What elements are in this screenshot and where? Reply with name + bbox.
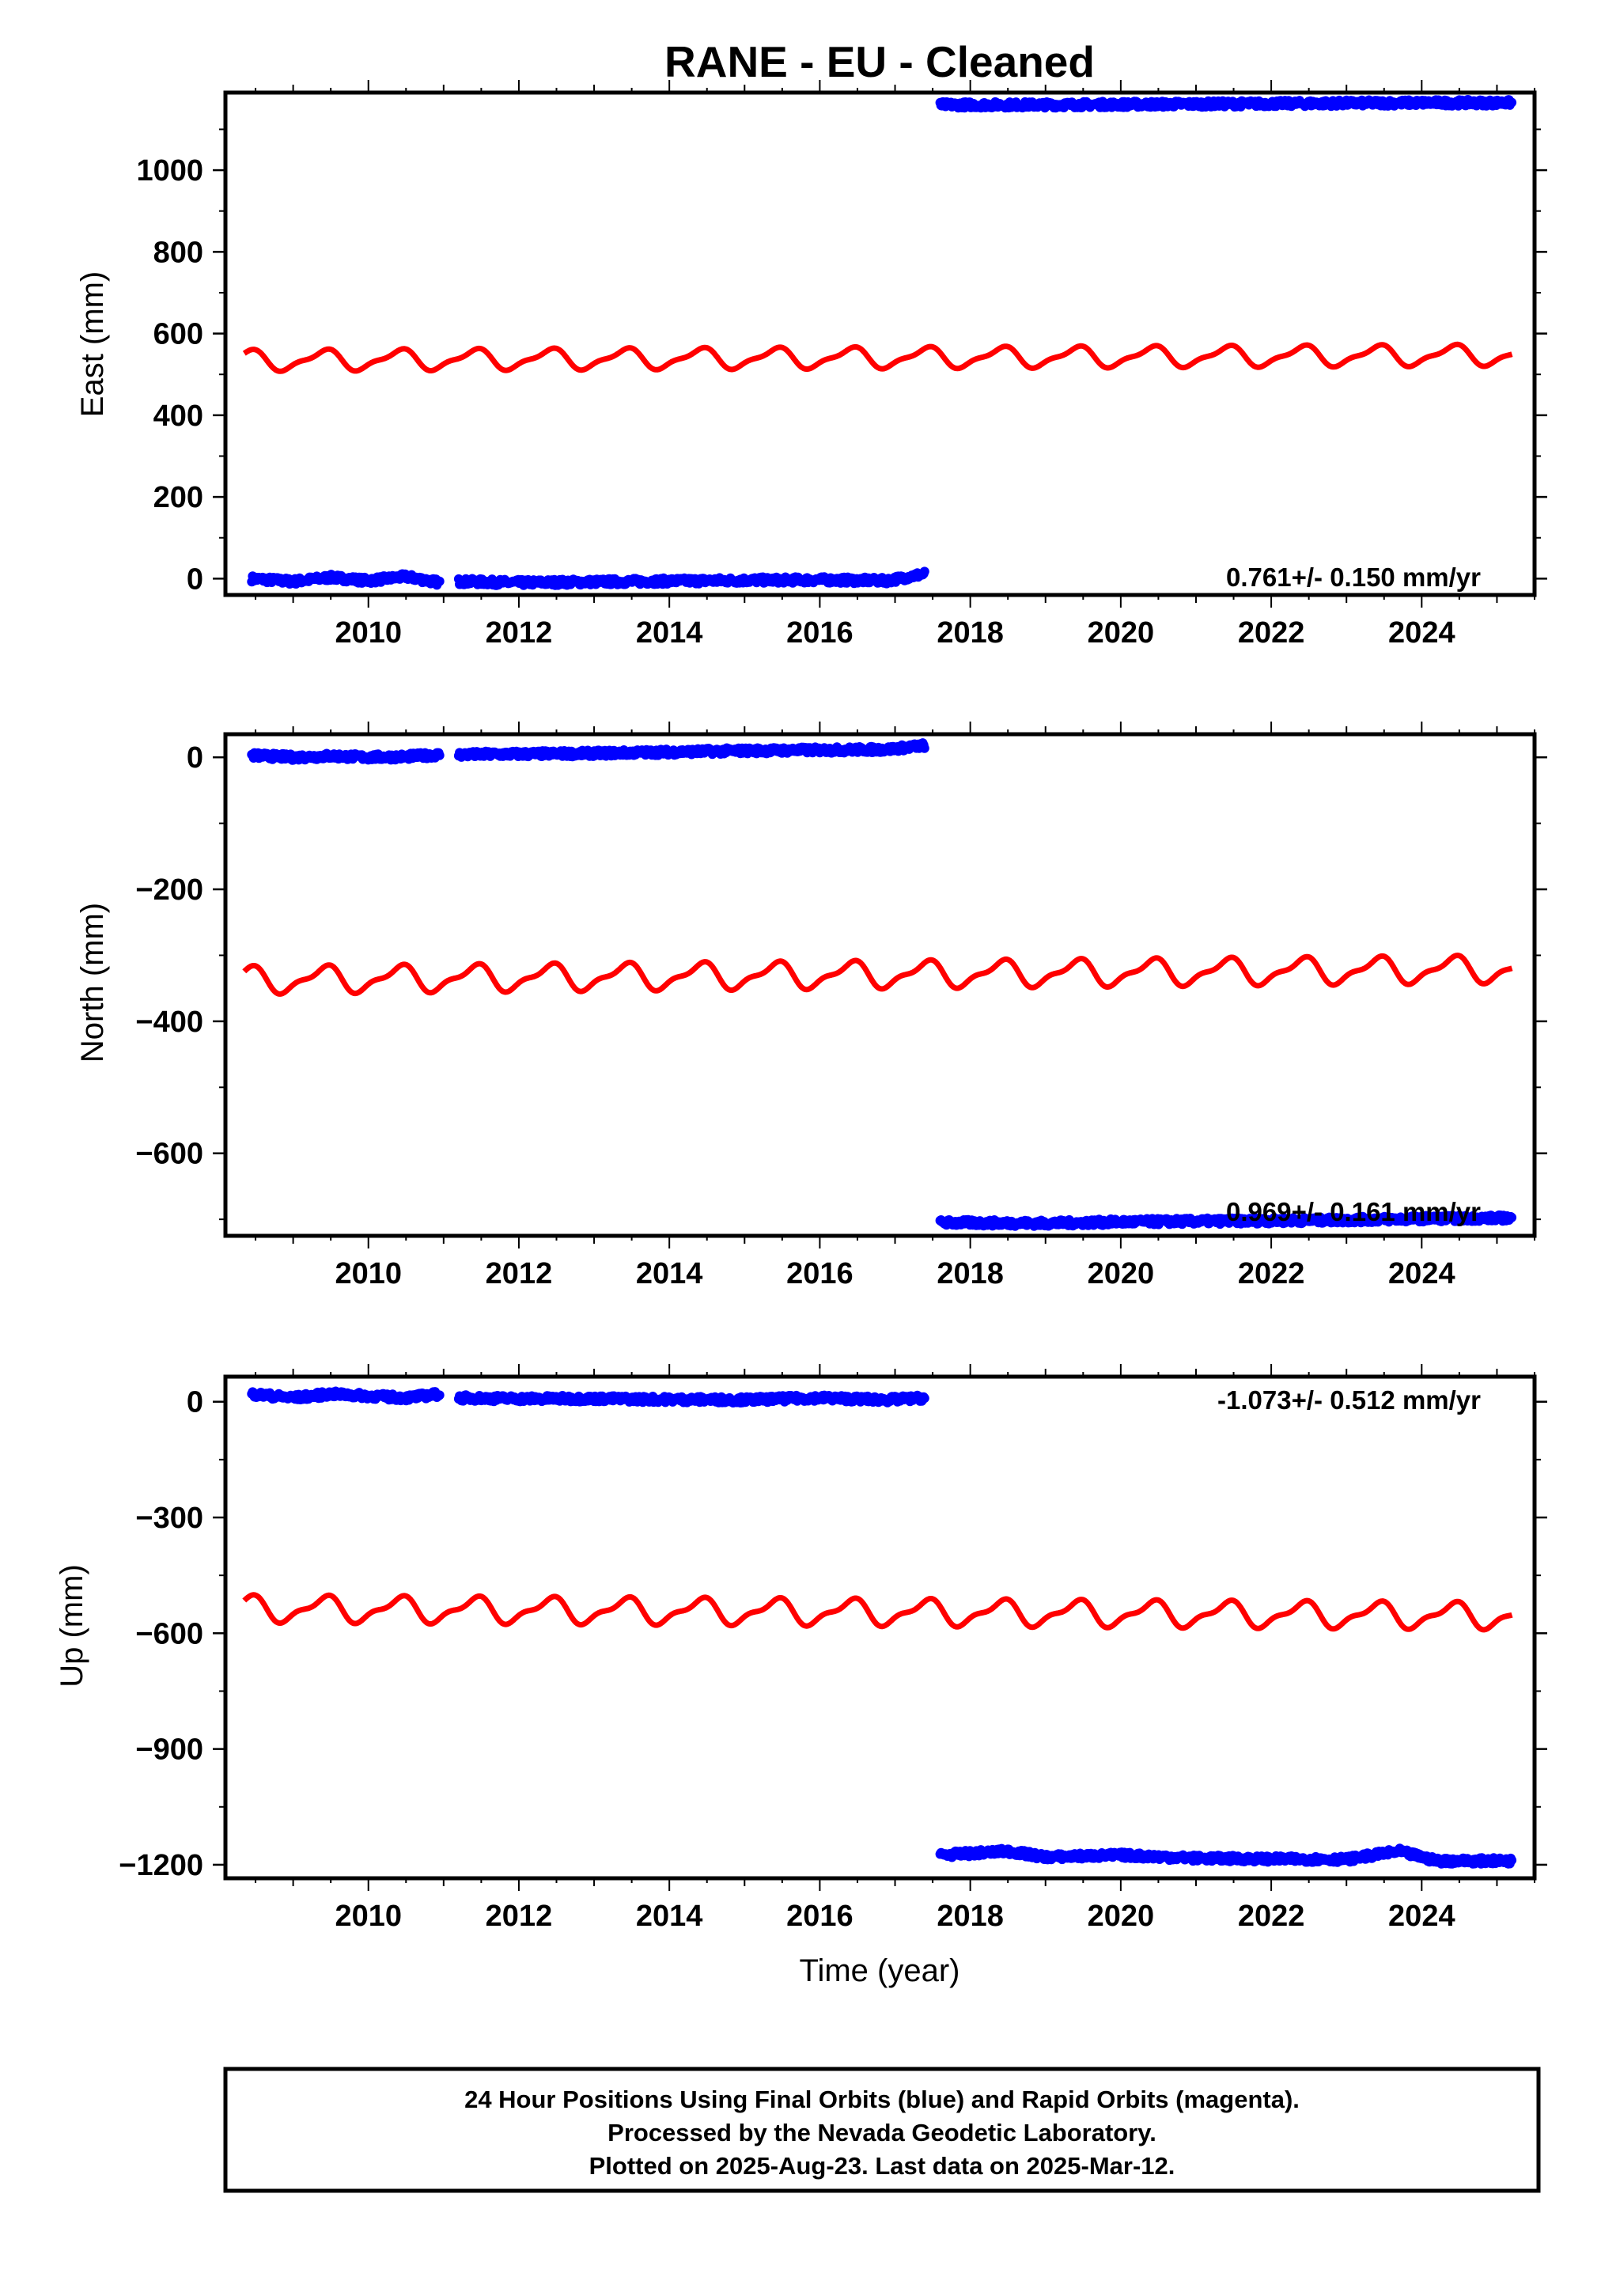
east-x-tick-label: 2012 — [486, 616, 553, 650]
footer-line-1: 24 Hour Positions Using Final Orbits (bl… — [464, 2086, 1300, 2113]
east-x-tick-label: 2020 — [1088, 616, 1155, 650]
east-x-tick-label: 2010 — [335, 616, 402, 650]
up-x-tick-label: 2024 — [1388, 1900, 1455, 1933]
up-x-tick-label: 2020 — [1088, 1900, 1155, 1933]
east-panel: 2010 2012 2014 2016 2018 2020 2022 2024 0 200 400 6… — [75, 80, 1547, 650]
up-x-tick-label: 2018 — [937, 1900, 1004, 1933]
east-x-tick-label: 2016 — [786, 616, 853, 650]
east-y-tick-label: 400 — [153, 400, 203, 433]
up-x-tick-label: 2012 — [486, 1900, 553, 1933]
north-data-point — [434, 750, 445, 760]
up-x-tick-label: 2016 — [786, 1900, 853, 1933]
east-y-tick-label: 800 — [153, 236, 203, 269]
east-x-tick-label: 2024 — [1388, 616, 1455, 650]
north-x-tick-label: 2014 — [636, 1257, 703, 1290]
north-x-tick-label: 2020 — [1088, 1257, 1155, 1290]
north-data-point — [1507, 1212, 1517, 1222]
up-data-point — [434, 1390, 445, 1400]
north-x-tick-label: 2012 — [486, 1257, 553, 1290]
up-y-tick-label: −300 — [135, 1502, 203, 1535]
up-x-tick-label: 2022 — [1238, 1900, 1305, 1933]
up-y-tick-label: −1200 — [119, 1849, 203, 1882]
up-x-tick-label: 2014 — [636, 1900, 703, 1933]
east-x-tick-label: 2014 — [636, 616, 703, 650]
north-x-tick-label: 2016 — [786, 1257, 853, 1290]
north-x-tick-label: 2018 — [937, 1257, 1004, 1290]
east-data-point — [1507, 97, 1517, 108]
up-y-tick-label: 0 — [187, 1386, 203, 1419]
east-data-point — [434, 576, 445, 586]
east-y-axis-label: East (mm) — [75, 271, 110, 417]
north-rate-label: 0.969+/- 0.161 mm/yr — [1226, 1197, 1481, 1226]
north-x-tick-label: 2024 — [1388, 1257, 1455, 1290]
up-y-tick-label: −900 — [135, 1733, 203, 1767]
north-y-tick-label: 0 — [187, 741, 203, 775]
north-y-tick-label: −600 — [135, 1138, 203, 1171]
footer-line-2: Processed by the Nevada Geodetic Laborat… — [607, 2119, 1156, 2146]
north-y-tick-label: −200 — [135, 873, 203, 907]
east-y-tick-label: 600 — [153, 318, 203, 351]
north-data-point — [919, 743, 929, 753]
east-x-tick-label: 2022 — [1238, 616, 1305, 650]
north-x-tick-label: 2010 — [335, 1257, 402, 1290]
east-y-tick-label: 0 — [187, 563, 203, 596]
east-model-line — [242, 341, 1514, 374]
up-y-axis-label: Up (mm) — [55, 1564, 89, 1688]
east-data-point — [919, 566, 929, 577]
east-x-tick-label: 2018 — [937, 616, 1004, 650]
up-rate-label: -1.073+/- 0.512 mm/yr — [1217, 1385, 1481, 1415]
north-y-tick-label: −400 — [135, 1006, 203, 1039]
up-data-point — [1507, 1855, 1517, 1866]
east-y-tick-label: 200 — [153, 481, 203, 514]
north-x-tick-label: 2022 — [1238, 1257, 1305, 1290]
x-axis-label: Time (year) — [800, 1953, 960, 1988]
footer-line-3: Plotted on 2025-Aug-23. Last data on 202… — [589, 2152, 1175, 2180]
up-y-tick-label: −600 — [135, 1617, 203, 1650]
north-y-axis-label: North (mm) — [75, 903, 110, 1063]
east-plot-area: 2010 2012 2014 2016 2018 2020 2022 2024 0 200 400 6… — [136, 80, 1547, 650]
east-rate-label: 0.761+/- 0.150 mm/yr — [1226, 563, 1481, 592]
up-x-tick-label: 2010 — [335, 1900, 402, 1933]
chart-title: RANE - EU - Cleaned — [664, 37, 1095, 86]
east-y-tick-label: 1000 — [136, 154, 203, 188]
up-data-point — [919, 1393, 929, 1404]
